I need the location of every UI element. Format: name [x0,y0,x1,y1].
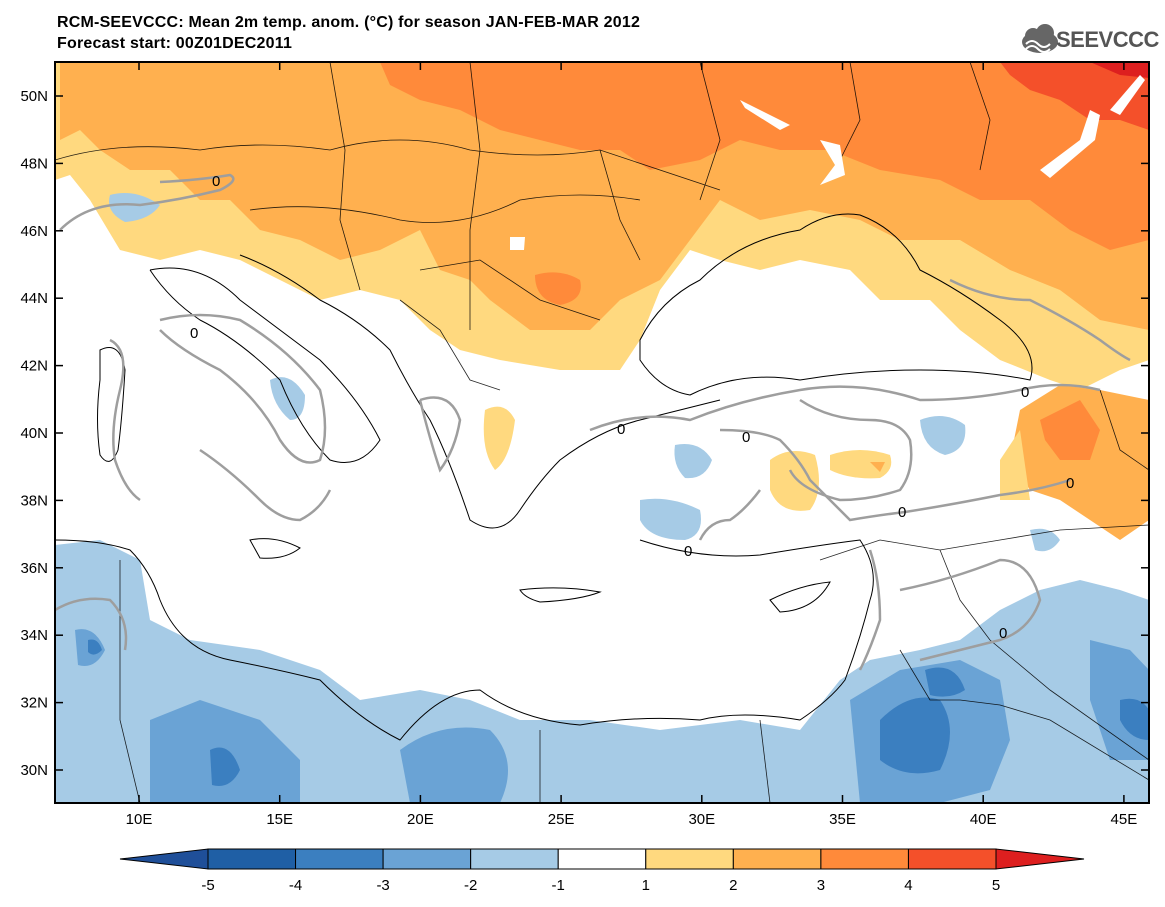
lat-label: 50N [20,88,48,105]
colorbar-min-arrow [119,848,209,870]
lat-label: 34N [20,627,48,644]
colorbar-segment [732,848,822,870]
colorbar-label: -2 [464,877,477,894]
colorbar-segment [557,848,647,870]
lat-label: 46N [20,223,48,240]
colorbar-label: -5 [201,877,214,894]
colorbar-segment [645,848,734,870]
warm-region-3-4 [380,62,1149,250]
colorbar-label: 2 [729,877,737,894]
lat-label: 38N [20,492,48,509]
contour-label: 0 [999,625,1007,642]
colorbar-label: 4 [904,877,912,894]
warm-region-gt5 [1090,62,1149,78]
colorbar-label: 3 [817,877,825,894]
lat-label: 48N [20,155,48,172]
cool-region-3-4 [880,697,950,774]
contour-label: 0 [1066,475,1074,492]
contour-label: 0 [212,173,220,190]
longitude-axis: 10E 15E 20E 25E 30E 35E 40E 45E [126,62,1138,828]
map-field: 0 0 0 0 0 0 0 0 0 [55,62,1149,803]
contour-label: 0 [684,543,692,560]
lon-label: 40E [970,811,997,828]
colorbar-label: -4 [289,877,302,894]
lat-label: 44N [20,290,48,307]
colorbar-label: 5 [992,877,1000,894]
lat-label: 42N [20,358,48,375]
lat-label: 32N [20,695,48,712]
colorbar-max-arrow [995,848,1085,870]
colorbar-segment [207,848,297,870]
contour-label: 0 [898,504,906,521]
map-title: RCM-SEEVCCC: Mean 2m temp. anom. (°C) fo… [57,14,641,31]
colorbar-segment [820,848,909,870]
contour-label: 0 [190,325,198,342]
colorbar-segment [470,848,559,870]
lon-label: 20E [407,811,434,828]
lon-label: 15E [266,811,293,828]
colorbar-segment [907,848,997,870]
zero-contour [55,173,1131,671]
lat-label: 36N [20,560,48,577]
lon-label: 45E [1111,811,1138,828]
seevccc-logo [1022,24,1058,53]
lat-label: 30N [20,762,48,779]
colorbar-label: -1 [552,877,565,894]
latitude-axis: 50N 48N 46N 44N 42N 40N 38N 36N 34N 32N 30N [20,88,1149,779]
lon-label: 30E [688,811,715,828]
contour-label: 0 [1021,384,1029,401]
colorbar-label: 1 [642,877,650,894]
lon-label: 25E [548,811,575,828]
lon-label: 35E [829,811,856,828]
lon-label: 10E [126,811,153,828]
logo-text: SEEVCCC [1056,27,1159,52]
forecast-start-label: Forecast start: 00Z01DEC2011 [57,35,293,52]
colorbar-segment [382,848,472,870]
colorbar-label: -3 [376,877,389,894]
lat-label: 40N [20,425,48,442]
contour-label: 0 [617,421,625,438]
contour-label: 0 [742,429,750,446]
warm-region-4-5 [1000,62,1149,130]
colorbar: -5 -4 -3 -2 -1 1 2 3 4 5 [119,848,1085,894]
colorbar-segment [295,848,384,870]
